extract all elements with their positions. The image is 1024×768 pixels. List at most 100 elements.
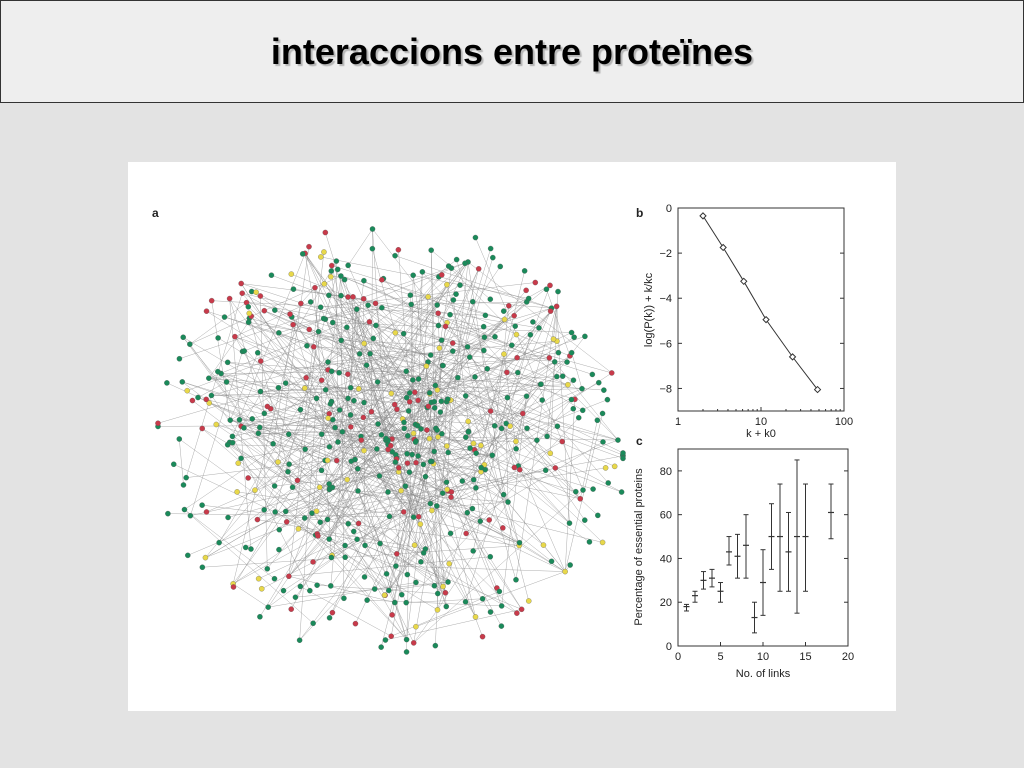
network-node (523, 393, 530, 399)
network-node (543, 286, 550, 293)
network-edge (260, 391, 381, 544)
network-edge (287, 399, 451, 472)
network-node (517, 466, 523, 473)
network-edge (258, 479, 474, 579)
network-edge (438, 261, 469, 326)
network-edge (395, 332, 498, 589)
network-edge (554, 361, 619, 441)
network-edge (182, 381, 422, 563)
network-edge (364, 545, 449, 583)
network-node (285, 468, 291, 475)
network-node (509, 342, 515, 348)
network-node (215, 335, 221, 341)
network-edge (350, 414, 389, 493)
network-edge (564, 399, 576, 572)
network-node (539, 397, 545, 403)
network-edge (182, 381, 391, 446)
network-edge (184, 509, 275, 579)
network-node (317, 304, 324, 310)
network-edge (185, 293, 243, 478)
network-edge (327, 321, 370, 363)
network-node (514, 610, 520, 616)
network-node (236, 416, 243, 423)
network-node (328, 268, 335, 274)
figure-panel: a b 0 −2 −4 −6 −8 1 10 100 k + k0 log(P(k)) + … (128, 162, 896, 711)
network-node (480, 323, 487, 330)
network-edge (330, 368, 488, 587)
network-node (445, 449, 451, 456)
network-node (286, 431, 292, 437)
network-node (373, 322, 379, 329)
network-node (264, 566, 271, 572)
network-edge (285, 461, 396, 512)
network-edge (211, 384, 568, 396)
network-node (504, 369, 510, 376)
network-node (371, 586, 378, 592)
chart-c-errorbar (794, 459, 800, 614)
network-node (481, 334, 488, 340)
network-node (443, 603, 450, 610)
network-edge (442, 365, 624, 454)
network-node (164, 380, 170, 386)
network-node (333, 258, 340, 264)
network-edge (377, 381, 618, 441)
network-edge (300, 409, 443, 494)
network-node (364, 597, 370, 603)
network-edge (302, 253, 566, 572)
network-node (453, 291, 459, 297)
network-edge (462, 384, 542, 482)
network-node (351, 397, 357, 404)
network-node (447, 311, 453, 318)
network-edge (506, 372, 541, 385)
y-tick-label: 80 (660, 466, 672, 478)
chart-b-x-label: k + k0 (746, 428, 776, 440)
network-node (428, 247, 434, 253)
network-node (445, 579, 451, 585)
network-node (355, 466, 361, 472)
panel-a-letter: a (152, 206, 159, 220)
y-tick-label: 0 (666, 641, 672, 653)
network-edge (413, 489, 584, 644)
x-tick-label: 100 (835, 416, 853, 428)
network-node (422, 473, 429, 480)
network-node (313, 508, 320, 514)
network-node (306, 326, 312, 333)
network-node (338, 273, 344, 279)
network-node (413, 579, 419, 586)
network-edge (371, 228, 373, 412)
network-node (339, 429, 346, 435)
network-node (261, 307, 268, 314)
network-node (283, 519, 290, 525)
network-edge (406, 326, 446, 640)
network-node (484, 365, 491, 372)
network-node (225, 514, 231, 521)
network-node (412, 439, 419, 445)
network-node (385, 446, 391, 453)
network-edge (205, 276, 440, 558)
network-edge (271, 274, 568, 385)
network-edge (278, 309, 357, 334)
network-node (325, 415, 331, 421)
network-node (423, 363, 430, 369)
network-node (503, 420, 509, 427)
network-node (477, 518, 484, 524)
network-edge (232, 436, 311, 591)
network-node (404, 394, 410, 401)
network-node (440, 362, 446, 369)
network-node (199, 564, 206, 570)
network-node (536, 325, 542, 331)
network-node (491, 423, 498, 429)
network-node (408, 301, 414, 308)
network-node (547, 308, 554, 314)
network-edge (350, 414, 511, 427)
network-node (255, 575, 262, 582)
network-node (245, 304, 252, 310)
network-edge (233, 382, 599, 585)
chart-b-x-ticks: 1 10 100 (675, 407, 853, 428)
network-edge (248, 313, 293, 488)
network-node (185, 552, 191, 559)
network-node (229, 433, 236, 440)
network-node (431, 398, 438, 405)
network-node (295, 526, 302, 532)
y-tick-label: 40 (660, 553, 672, 565)
